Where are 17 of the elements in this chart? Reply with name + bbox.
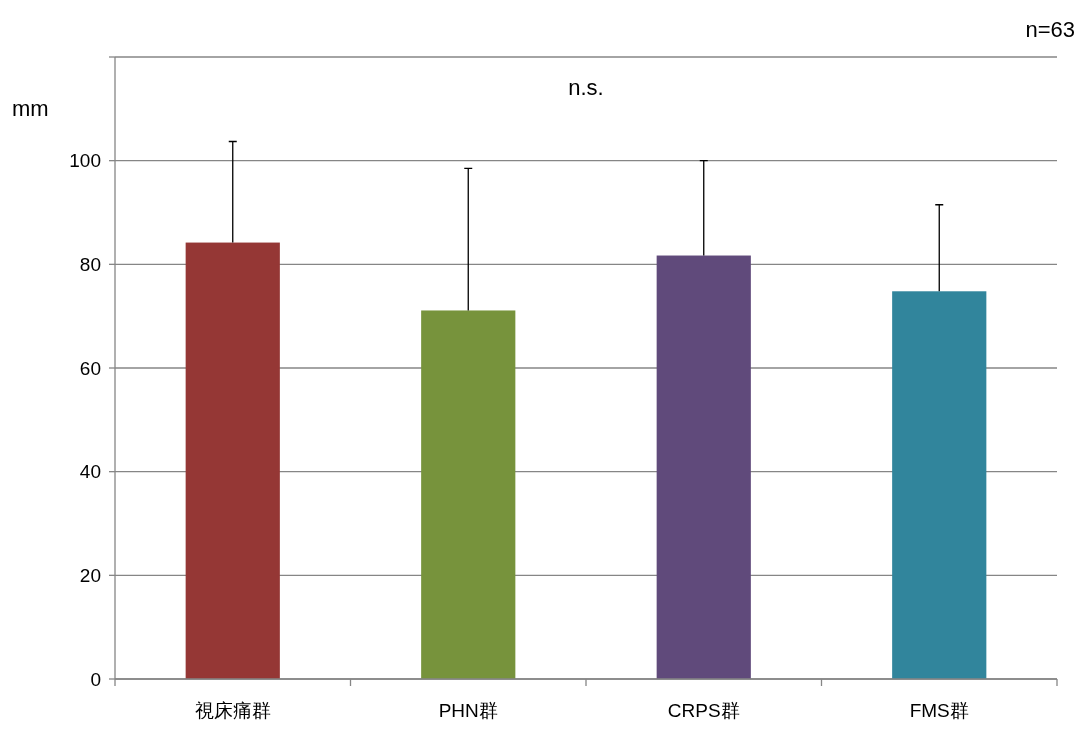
y-tick-label: 80: [79, 253, 101, 275]
y-axis-title: mm: [12, 96, 49, 121]
y-tick-label: 60: [79, 357, 101, 379]
x-tick-label: CRPS群: [667, 700, 740, 721]
bar: [656, 255, 751, 679]
bar: [892, 291, 987, 679]
text: n=63: [1025, 17, 1075, 42]
x-tick-label: 視床痛群: [194, 700, 271, 721]
bar: [421, 310, 516, 679]
annotation: n.s.: [568, 75, 604, 100]
y-tick-label: 0: [90, 668, 101, 690]
y-tick-label: 40: [79, 461, 101, 483]
y-tick-label: 20: [79, 564, 101, 586]
bar: [185, 242, 280, 679]
y-tick-label: 100: [69, 150, 101, 172]
x-tick-label: FMS群: [909, 700, 969, 721]
x-tick-label: PHN群: [438, 700, 498, 721]
